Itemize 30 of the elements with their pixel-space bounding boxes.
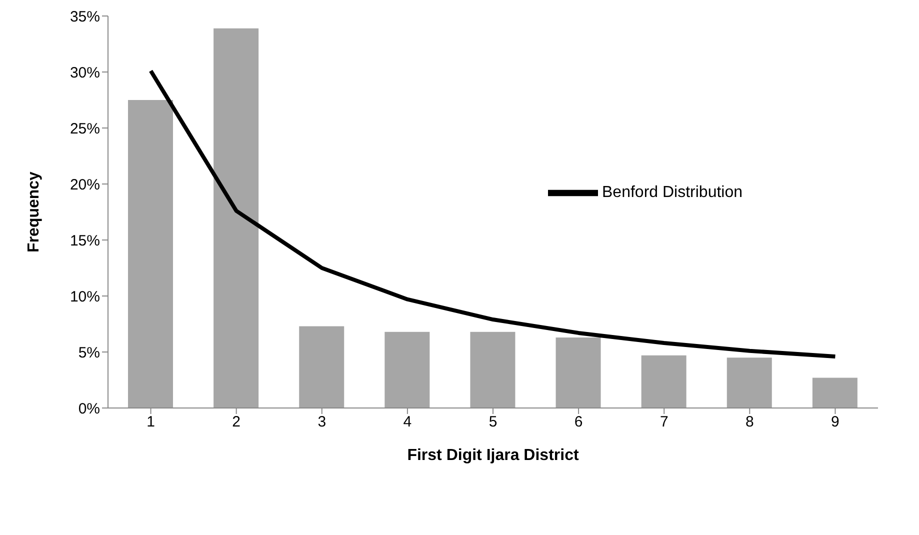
y-tick-label: 10% [70, 288, 100, 306]
y-tick-label: 0% [78, 400, 100, 418]
bar [726, 358, 772, 408]
x-tick-label: 9 [831, 414, 840, 431]
y-tick-label: 30% [70, 64, 100, 82]
x-tick-label: 5 [488, 414, 498, 431]
bar [641, 355, 686, 408]
bar [128, 100, 173, 408]
bar [299, 326, 344, 408]
y-tick-label: 35% [70, 8, 100, 26]
x-tick-label: 1 [146, 414, 155, 431]
x-axis-title: First Digit Ijara District [407, 447, 580, 464]
x-tick-label: 8 [745, 414, 754, 431]
x-tick-label: 4 [403, 414, 412, 431]
x-tick-label: 2 [232, 414, 241, 431]
legend-label: Benford Distribution [602, 184, 743, 202]
y-tick-label: 15% [70, 232, 100, 250]
bar [384, 332, 430, 408]
y-tick-label: 20% [70, 176, 100, 194]
y-tick-label: 25% [70, 120, 100, 138]
y-tick-label: 5% [78, 344, 100, 362]
y-axis-title: Frequency [26, 171, 43, 252]
x-tick-label: 7 [660, 414, 668, 431]
bar [556, 337, 601, 408]
bar [470, 332, 516, 408]
bar [214, 28, 259, 408]
bar [812, 378, 858, 408]
x-tick-label: 3 [318, 414, 326, 431]
line-series [148, 68, 838, 358]
x-tick-label: 6 [574, 414, 583, 431]
